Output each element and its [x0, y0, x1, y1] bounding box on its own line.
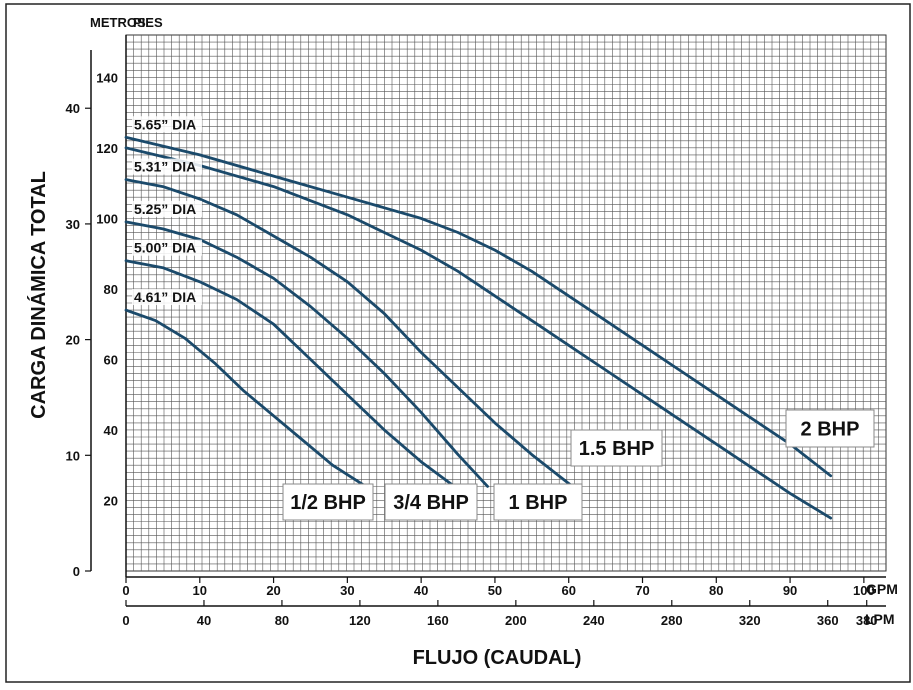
x-axis-title: FLUJO (CAUDAL) — [413, 647, 582, 669]
y2-tick-label: 0 — [73, 564, 80, 579]
diameter-label: 4.61” DIA — [134, 289, 196, 305]
hp-label: 1 BHP — [509, 492, 568, 514]
hp-box — [384, 483, 478, 521]
x2-tick-label: 160 — [427, 613, 449, 628]
y2-tick-label: 40 — [66, 101, 80, 116]
curve-5-25-dia — [124, 220, 490, 488]
x2-tick-label: 320 — [739, 613, 761, 628]
diameter-label: 5.25” DIA — [134, 201, 196, 217]
x-tick-label: 30 — [340, 583, 354, 598]
x-tick-label: 70 — [635, 583, 649, 598]
y-tick-label: 140 — [96, 70, 118, 85]
y-axis-title: CARGA DINÁMICA TOTAL — [27, 171, 50, 419]
diameter-label-bg — [132, 239, 202, 256]
y-tick-label: 100 — [96, 211, 118, 226]
x-tick-label: 10 — [193, 583, 207, 598]
x2-tick-label: 40 — [197, 613, 211, 628]
hp-label: 3/4 BHP — [393, 492, 469, 514]
hp-label: 2 BHP — [801, 419, 860, 441]
x-tick-label: 100 — [853, 583, 875, 598]
diameter-label-bg — [132, 116, 202, 133]
y2-tick-label: 30 — [66, 217, 80, 232]
diameter-label-bg — [132, 289, 202, 306]
hp-label: 1.5 BHP — [579, 438, 655, 460]
x2-tick-label: 80 — [275, 613, 289, 628]
x-unit-label: GPM — [866, 581, 898, 597]
x-tick-label: 40 — [414, 583, 428, 598]
hp-box — [493, 483, 583, 521]
x2-tick-label: 240 — [583, 613, 605, 628]
y-tick-label: 120 — [96, 141, 118, 156]
x2-tick-label: 0 — [122, 613, 129, 628]
x-tick-label: 20 — [266, 583, 280, 598]
curve-1-5-bhp — [124, 146, 833, 520]
hp-label: 1/2 BHP — [290, 492, 366, 514]
x2-tick-label: 120 — [349, 613, 371, 628]
diameter-label: 5.00” DIA — [134, 240, 196, 256]
y-tick-label: 80 — [104, 282, 118, 297]
y2-tick-label: 20 — [66, 333, 80, 348]
grid — [125, 34, 887, 572]
hp-box — [570, 429, 663, 467]
x2-tick-label: 380 — [856, 613, 878, 628]
series-lines — [124, 135, 833, 520]
x-tick-label: 90 — [783, 583, 797, 598]
diameter-label-bg — [132, 200, 202, 217]
diameter-label: 5.31” DIA — [134, 159, 196, 175]
y-tick-label: 20 — [104, 493, 118, 508]
chart-labels: 4.61” DIA 5.00” DIA 5.25” DIA 5.31” DIA 5.65… — [132, 116, 875, 521]
diameter-label: 5.65” DIA — [134, 116, 196, 132]
curve-4-61-dia — [124, 308, 368, 488]
y2-tick-label: 10 — [66, 448, 80, 463]
curve-5-31-dia — [124, 178, 574, 488]
y-tick-label: 40 — [104, 423, 118, 438]
curve-5-00-dia — [124, 259, 456, 488]
hp-box — [785, 409, 875, 448]
curve-5-65-dia — [124, 135, 833, 478]
x-tick-label: 60 — [561, 583, 575, 598]
x-tick-label: 50 — [488, 583, 502, 598]
x2-unit-label: LPM — [865, 611, 895, 627]
hp-box — [282, 483, 374, 521]
x2-tick-label: 200 — [505, 613, 527, 628]
x-tick-label: 80 — [709, 583, 723, 598]
x2-tick-label: 360 — [817, 613, 839, 628]
x-tick-label: 0 — [122, 583, 129, 598]
y-tick-label: 60 — [104, 352, 118, 367]
y2-unit-label: METROS — [90, 15, 146, 30]
y-unit-label: PIES — [133, 15, 163, 30]
x2-tick-label: 280 — [661, 613, 683, 628]
diameter-label-bg — [132, 158, 202, 175]
